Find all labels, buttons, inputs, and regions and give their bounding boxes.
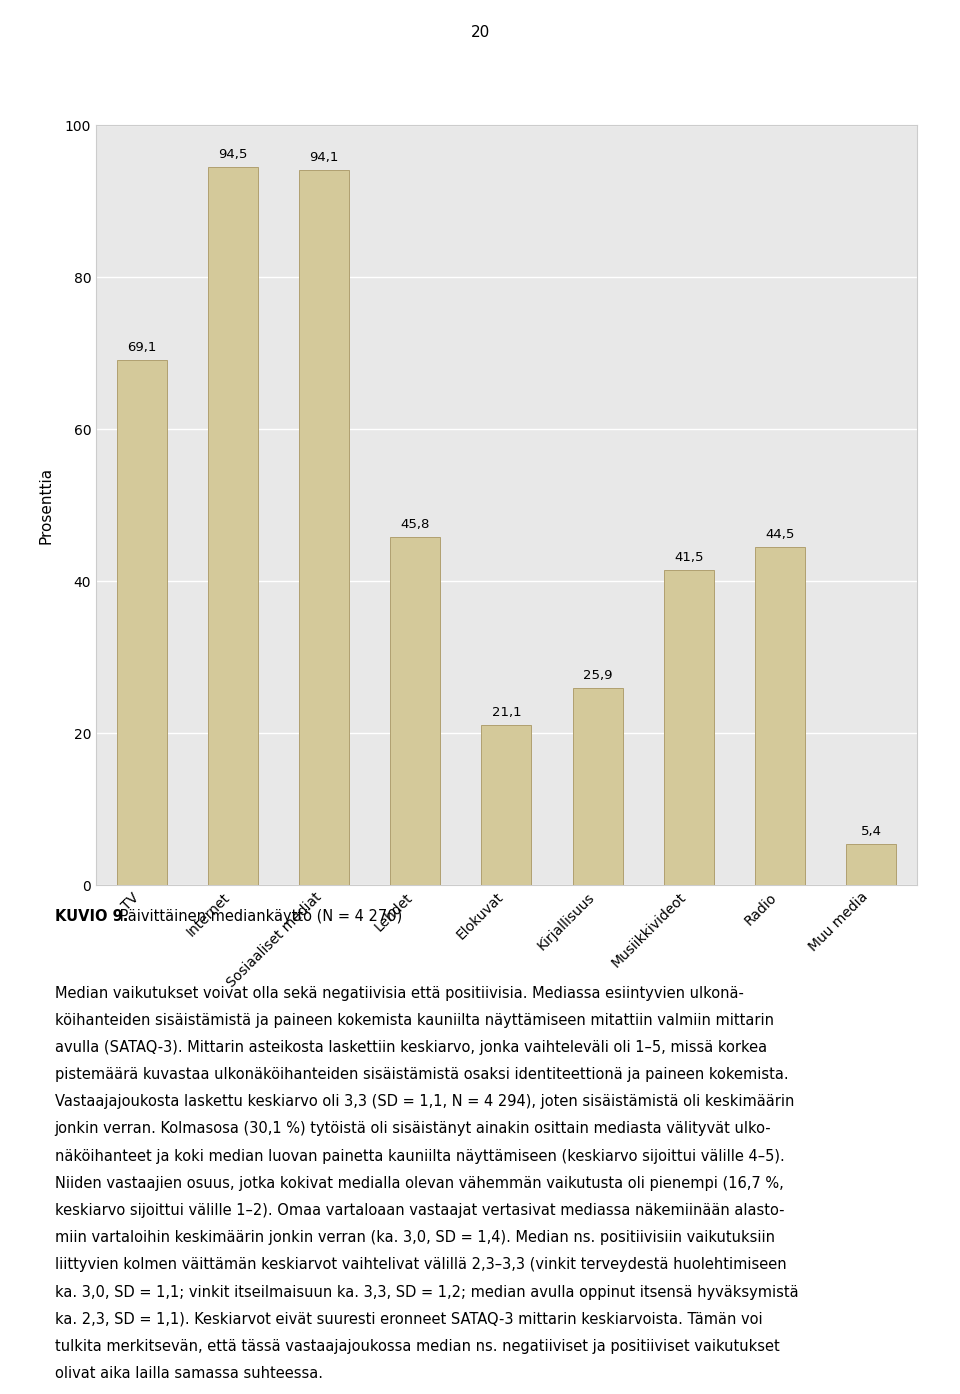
Text: Vastaajajoukosta laskettu keskiarvo oli 3,3 (SD = 1,1, N = 4 294), joten sisäist: Vastaajajoukosta laskettu keskiarvo oli …: [55, 1094, 794, 1110]
Bar: [663, 570, 714, 885]
Text: KUVIO 9.: KUVIO 9.: [55, 909, 128, 924]
Text: 25,9: 25,9: [583, 669, 612, 682]
Text: 94,5: 94,5: [218, 148, 248, 162]
Bar: [299, 170, 349, 885]
Text: Päivittäinen mediankäyttö (N = 4 270): Päivittäinen mediankäyttö (N = 4 270): [115, 909, 402, 924]
Text: näköihanteet ja koki median luovan painetta kauniilta näyttämiseen (keskiarvo si: näköihanteet ja koki median luovan paine…: [55, 1149, 784, 1164]
Text: ka. 2,3, SD = 1,1). Keskiarvot eivät suuresti eronneet SATAQ-3 mittarin keskiarv: ka. 2,3, SD = 1,1). Keskiarvot eivät suu…: [55, 1312, 762, 1327]
Text: liittyvien kolmen väittämän keskiarvot vaihtelivat välillä 2,3–3,3 (vinkit terve: liittyvien kolmen väittämän keskiarvot v…: [55, 1257, 786, 1273]
Text: 45,8: 45,8: [400, 519, 430, 531]
Bar: [846, 845, 897, 885]
Bar: [755, 546, 805, 885]
Text: jonkin verran. Kolmasosa (30,1 %) tytöistä oli sisäistänyt ainakin osittain medi: jonkin verran. Kolmasosa (30,1 %) tytöis…: [55, 1121, 771, 1136]
Text: 44,5: 44,5: [765, 528, 795, 541]
Text: 41,5: 41,5: [674, 551, 704, 563]
Bar: [390, 537, 441, 885]
Text: Niiden vastaajien osuus, jotka kokivat medialla olevan vähemmän vaikutusta oli p: Niiden vastaajien osuus, jotka kokivat m…: [55, 1177, 783, 1190]
Y-axis label: Prosenttia: Prosenttia: [38, 467, 54, 544]
Text: tulkita merkitsevän, että tässä vastaajajoukossa median ns. negatiiviset ja posi: tulkita merkitsevän, että tässä vastaaja…: [55, 1338, 780, 1354]
Text: pistemäärä kuvastaa ulkonäköihanteiden sisäistämistä osaksi identiteettionä ja p: pistemäärä kuvastaa ulkonäköihanteiden s…: [55, 1068, 788, 1082]
Text: 20: 20: [470, 25, 490, 40]
Text: avulla (SATAQ-3). Mittarin asteikosta laskettiin keskiarvo, jonka vaihteleväli o: avulla (SATAQ-3). Mittarin asteikosta la…: [55, 1040, 767, 1055]
Text: köihanteiden sisäistämistä ja paineen kokemista kauniilta näyttämiseen mitattiin: köihanteiden sisäistämistä ja paineen ko…: [55, 1012, 774, 1027]
Text: 69,1: 69,1: [127, 342, 156, 354]
Bar: [116, 360, 167, 885]
Text: olivat aika lailla samassa suhteessa.: olivat aika lailla samassa suhteessa.: [55, 1366, 323, 1381]
Text: 5,4: 5,4: [861, 825, 881, 838]
Text: keskiarvo sijoittui välille 1–2). Omaa vartaloaan vastaajat vertasivat mediassa : keskiarvo sijoittui välille 1–2). Omaa v…: [55, 1203, 784, 1218]
Text: miin vartaloihin keskimäärin jonkin verran (ka. 3,0, SD = 1,4). Median ns. posit: miin vartaloihin keskimäärin jonkin verr…: [55, 1231, 775, 1245]
Bar: [481, 725, 532, 885]
Text: 21,1: 21,1: [492, 705, 521, 719]
Text: 94,1: 94,1: [309, 151, 339, 164]
Text: Median vaikutukset voivat olla sekä negatiivisia että positiivisia. Mediassa esi: Median vaikutukset voivat olla sekä nega…: [55, 986, 744, 1001]
Text: ka. 3,0, SD = 1,1; vinkit itseilmaisuun ka. 3,3, SD = 1,2; median avulla oppinut: ka. 3,0, SD = 1,1; vinkit itseilmaisuun …: [55, 1285, 799, 1299]
Bar: [207, 167, 258, 885]
Bar: [572, 689, 623, 885]
